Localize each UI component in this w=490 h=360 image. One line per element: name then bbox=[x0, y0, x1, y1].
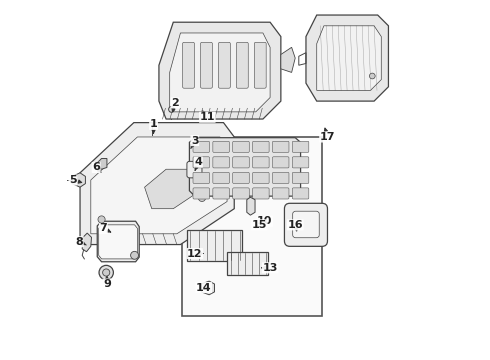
FancyBboxPatch shape bbox=[213, 172, 229, 184]
Bar bbox=[187, 230, 243, 261]
Bar bbox=[227, 252, 269, 275]
Polygon shape bbox=[191, 140, 204, 157]
FancyBboxPatch shape bbox=[253, 157, 269, 168]
Text: 3: 3 bbox=[191, 136, 198, 149]
FancyBboxPatch shape bbox=[293, 188, 309, 199]
FancyBboxPatch shape bbox=[293, 141, 309, 152]
FancyBboxPatch shape bbox=[233, 172, 249, 184]
FancyBboxPatch shape bbox=[213, 188, 229, 199]
FancyBboxPatch shape bbox=[285, 203, 327, 246]
Text: 4: 4 bbox=[195, 157, 202, 170]
Polygon shape bbox=[82, 233, 92, 252]
Text: 11: 11 bbox=[199, 111, 215, 122]
Text: 10: 10 bbox=[256, 216, 272, 226]
Polygon shape bbox=[91, 137, 227, 234]
Polygon shape bbox=[96, 158, 107, 169]
FancyBboxPatch shape bbox=[233, 188, 249, 199]
Polygon shape bbox=[190, 138, 300, 196]
FancyBboxPatch shape bbox=[183, 42, 195, 88]
FancyBboxPatch shape bbox=[272, 141, 289, 152]
FancyBboxPatch shape bbox=[219, 42, 230, 88]
Polygon shape bbox=[306, 15, 389, 101]
Circle shape bbox=[198, 194, 205, 202]
Text: 1: 1 bbox=[149, 120, 157, 133]
Text: 13: 13 bbox=[262, 263, 278, 273]
Text: 12: 12 bbox=[187, 248, 203, 258]
Polygon shape bbox=[80, 123, 234, 244]
Circle shape bbox=[99, 265, 113, 280]
FancyBboxPatch shape bbox=[233, 157, 249, 168]
Circle shape bbox=[102, 269, 110, 276]
FancyBboxPatch shape bbox=[272, 157, 289, 168]
Polygon shape bbox=[201, 281, 215, 295]
Polygon shape bbox=[220, 166, 234, 191]
Text: 15: 15 bbox=[252, 220, 267, 230]
FancyBboxPatch shape bbox=[193, 188, 210, 199]
FancyBboxPatch shape bbox=[213, 157, 229, 168]
Circle shape bbox=[369, 73, 375, 79]
FancyBboxPatch shape bbox=[293, 211, 319, 238]
FancyBboxPatch shape bbox=[236, 42, 248, 88]
FancyBboxPatch shape bbox=[253, 172, 269, 184]
Circle shape bbox=[169, 107, 174, 112]
Text: 17: 17 bbox=[320, 128, 335, 142]
Polygon shape bbox=[281, 47, 295, 72]
FancyBboxPatch shape bbox=[193, 157, 210, 168]
Polygon shape bbox=[98, 225, 137, 259]
FancyBboxPatch shape bbox=[253, 188, 269, 199]
FancyBboxPatch shape bbox=[193, 172, 210, 184]
Circle shape bbox=[98, 216, 105, 223]
Text: 2: 2 bbox=[171, 98, 179, 112]
Polygon shape bbox=[317, 26, 381, 90]
Polygon shape bbox=[170, 33, 270, 112]
Text: 5: 5 bbox=[69, 175, 82, 185]
Text: 16: 16 bbox=[288, 220, 303, 231]
FancyBboxPatch shape bbox=[272, 172, 289, 184]
FancyBboxPatch shape bbox=[272, 188, 289, 199]
Text: 9: 9 bbox=[103, 275, 111, 289]
Bar bbox=[182, 137, 322, 316]
Text: 7: 7 bbox=[99, 224, 111, 233]
FancyBboxPatch shape bbox=[187, 161, 202, 178]
FancyBboxPatch shape bbox=[253, 141, 269, 152]
Circle shape bbox=[131, 251, 139, 259]
Text: 6: 6 bbox=[92, 162, 101, 172]
Polygon shape bbox=[97, 221, 139, 262]
Text: 8: 8 bbox=[75, 237, 86, 247]
Polygon shape bbox=[72, 173, 85, 187]
FancyBboxPatch shape bbox=[293, 157, 309, 168]
FancyBboxPatch shape bbox=[213, 141, 229, 152]
FancyBboxPatch shape bbox=[193, 141, 210, 152]
Polygon shape bbox=[159, 22, 281, 119]
FancyBboxPatch shape bbox=[254, 42, 266, 88]
Polygon shape bbox=[145, 169, 195, 209]
FancyBboxPatch shape bbox=[200, 42, 212, 88]
FancyBboxPatch shape bbox=[233, 141, 249, 152]
Text: 14: 14 bbox=[196, 283, 212, 293]
FancyBboxPatch shape bbox=[293, 172, 309, 184]
Polygon shape bbox=[247, 197, 255, 215]
